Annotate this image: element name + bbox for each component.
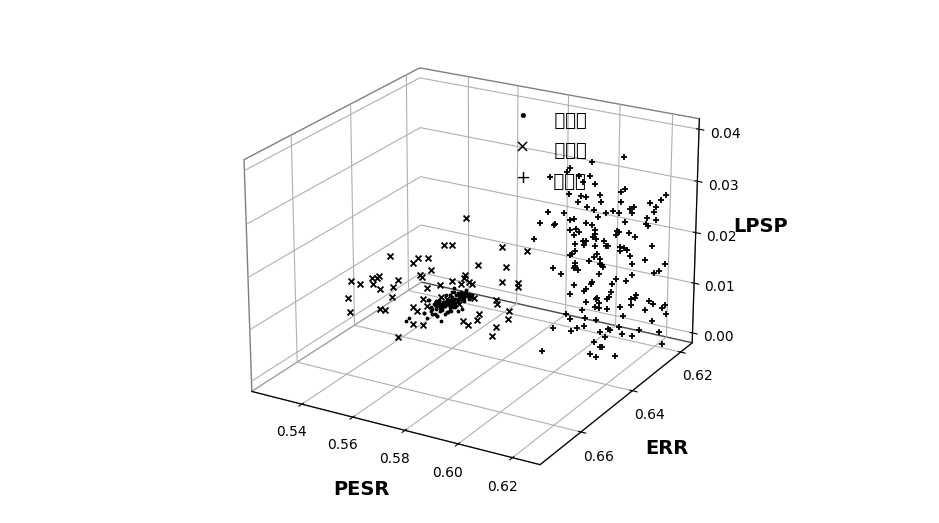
X-axis label: PESR: PESR (333, 480, 390, 499)
Y-axis label: ERR: ERR (645, 439, 688, 459)
